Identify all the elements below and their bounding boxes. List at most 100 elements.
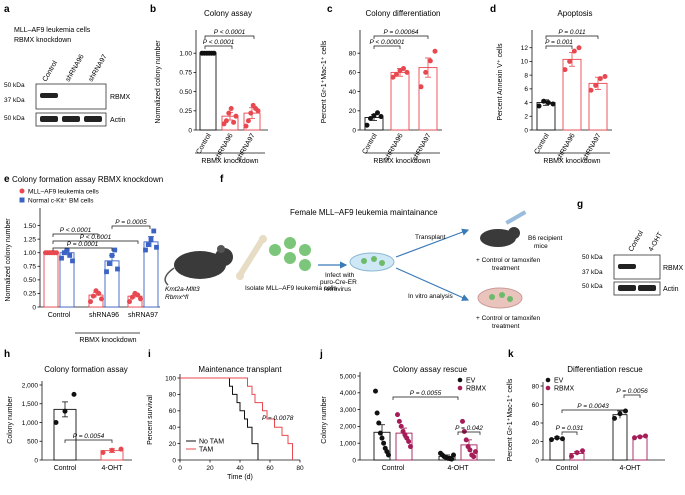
b-point — [255, 108, 261, 114]
e-ytick-label: 0 — [32, 304, 36, 311]
panel-a-label: a — [4, 4, 10, 15]
k-point — [617, 411, 623, 417]
e-point — [151, 228, 157, 234]
c-point — [393, 71, 399, 77]
d-point — [550, 101, 556, 107]
e-point — [127, 299, 133, 305]
h-ylabel: Colony number — [7, 396, 14, 444]
i-xlabel: Time (d) — [227, 474, 253, 481]
i-xtick-label: 0 — [178, 465, 182, 472]
e-sig-label: P = 0.0001 — [67, 241, 99, 248]
band-label-rbmx: RBMX — [110, 94, 131, 101]
k-point — [549, 437, 555, 443]
k-point — [643, 433, 649, 439]
k-ytick-label: 60 — [532, 402, 540, 409]
e-xtick-label: shRNA97 — [128, 312, 158, 319]
b-point — [211, 50, 217, 56]
k-point — [560, 436, 566, 442]
recipient-mouse-icon — [480, 210, 527, 247]
charts-layer: 0 0.25 0.50 0.75 1.00 Normalized colony numbe… — [5, 9, 665, 481]
h-ytick-label: 500 — [27, 439, 38, 446]
b-group-label: RBMX knockdown — [201, 158, 258, 165]
i-xtick-label: 80 — [296, 465, 304, 472]
panel-i-label: i — [148, 349, 151, 360]
b-ylabel: Normalized colony number — [155, 40, 162, 124]
e-ylabel: Normalized colony number — [5, 218, 12, 302]
j-sig-label: P = 0.0055 — [410, 390, 442, 397]
i-ytick-label: 0 — [172, 457, 176, 464]
legend-e-leukemia-marker — [19, 188, 25, 194]
k-title: Differentiation rescue — [567, 365, 643, 374]
panel-j-label: j — [319, 349, 323, 360]
e-group-label: RBMX knockdown — [79, 337, 136, 344]
g-mw-50a: 50 kDa — [582, 254, 603, 261]
j-xtick-label: 4-OHT — [448, 465, 470, 472]
c-point — [390, 74, 396, 80]
c-sig-label: P < 0.00001 — [370, 39, 405, 46]
j-point — [385, 452, 391, 458]
e-point — [115, 266, 120, 272]
e-point — [67, 253, 73, 258]
c-ytick-label: 20 — [349, 108, 357, 115]
band-rbmx-control — [40, 93, 58, 98]
e-xtick-label: Control — [48, 312, 71, 319]
h-xtick-label: 4-OHT — [102, 465, 124, 472]
h-point — [118, 446, 124, 452]
transplant-label: Transplant — [415, 234, 446, 241]
h-point — [71, 391, 77, 397]
j-title: Colony assay rescue — [393, 365, 468, 374]
j-point — [394, 412, 400, 418]
e-point — [96, 290, 102, 296]
i-title: Maintenance transplant — [198, 365, 282, 374]
k-xtick-label: 4-OHT — [620, 465, 642, 472]
j-point — [396, 418, 402, 424]
c-bar — [390, 71, 410, 131]
invitro-label: In vitro analysis — [408, 293, 454, 300]
panel-g: Control 4-OHT 50 kDa 37 kDa 50 kDa RBMX … — [582, 230, 684, 296]
j-point — [376, 420, 382, 426]
b-point — [228, 105, 234, 111]
b-point — [233, 113, 239, 119]
b-bar — [199, 52, 217, 131]
j-point — [379, 435, 385, 441]
d-point — [597, 76, 603, 82]
e-ytick-label: 1.50 — [23, 223, 36, 230]
panel-a-title2: RBMX knockdown — [14, 37, 71, 44]
g-band-actin-1 — [618, 285, 636, 291]
d-sig-label: P = 0.011 — [558, 29, 586, 36]
b-sig-label: P < 0.0001 — [214, 29, 246, 36]
e-sig-bracket — [52, 233, 99, 237]
leukemia-cells-icon — [269, 237, 311, 271]
mw-50a: 50 kDa — [4, 82, 25, 89]
panel-e-label: e — [4, 174, 10, 185]
j-point — [374, 410, 380, 416]
panel-f-title: Female MLL–AF9 leukemia maintainance — [290, 208, 438, 217]
h-xtick-label: Control — [54, 465, 77, 472]
e-sig-label: P < 0.0001 — [80, 234, 112, 241]
k-ytick-label: 40 — [532, 420, 540, 427]
e-point — [54, 250, 60, 256]
j-sig-label: P = 0.042 — [455, 425, 483, 432]
h-sig-bracket — [64, 439, 113, 443]
e-point — [148, 236, 154, 242]
b-title: Colony assay — [204, 9, 252, 18]
i-xtick-label: 40 — [236, 465, 244, 472]
k-sig-label: P = 0.031 — [556, 425, 584, 432]
b-point — [223, 118, 229, 124]
h-title: Colony formation assay — [44, 365, 128, 374]
j-ytick-label: 2,000 — [340, 424, 357, 431]
d-ytick-label: 8 — [524, 72, 528, 79]
e-point — [137, 296, 143, 302]
c-ytick-label: 80 — [349, 51, 357, 58]
j-point — [377, 430, 383, 436]
e-xtick-label: shRNA96 — [89, 312, 119, 319]
i-ytick-label: 20 — [169, 441, 177, 448]
j-point — [372, 388, 378, 394]
g-lane-4oht: 4-OHT — [648, 231, 665, 253]
k-bar-1 — [632, 436, 648, 461]
c-group-label: RBMX knockdown — [373, 158, 430, 165]
h-ytick-label: 2,000 — [22, 382, 39, 389]
b-point — [231, 119, 237, 125]
e-point — [88, 299, 94, 305]
